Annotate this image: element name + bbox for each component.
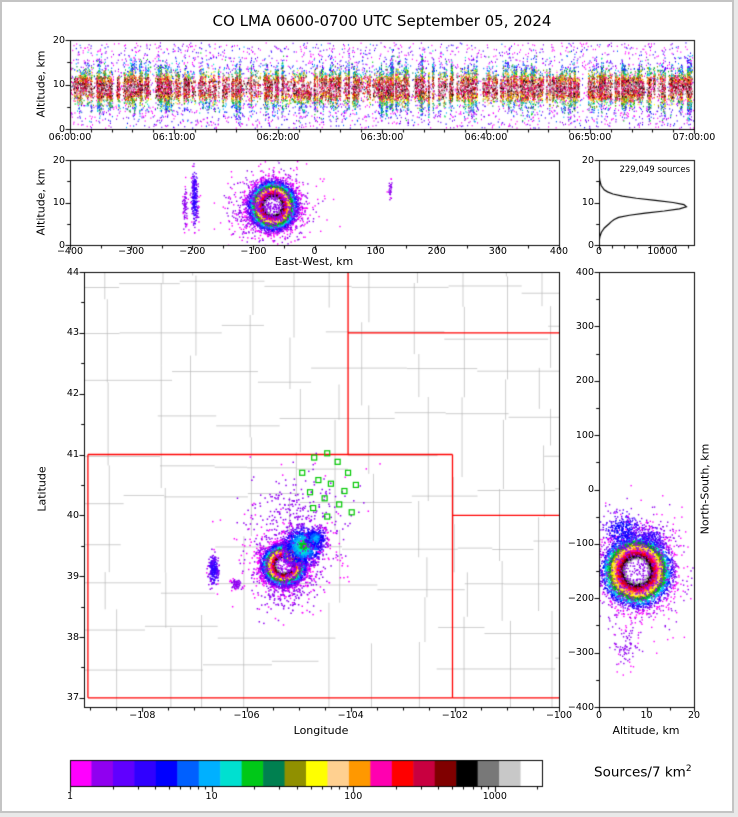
tick-label: 0 (58, 123, 65, 135)
altitude-histogram-canvas (587, 148, 706, 257)
tick-label: 20 (687, 710, 701, 721)
tick-label: −104 (337, 710, 364, 721)
tick-label: 400 (575, 266, 594, 278)
tick-label: −100 (545, 710, 573, 721)
tick-label: −400 (567, 701, 594, 713)
tick-label: −102 (441, 710, 468, 721)
ns-panel-xlabel: Altitude, km (612, 724, 680, 737)
ns-panel-right-ylabel: North-South, km (698, 443, 712, 535)
tick-label: 200 (575, 375, 594, 387)
tick-label: 20 (581, 154, 594, 166)
tick-label: 43 (66, 327, 79, 339)
map-xlabel: Longitude (293, 724, 349, 737)
tick-label: 10 (581, 197, 594, 208)
tick-label: 06:20:00 (256, 132, 300, 143)
tick-label: −200 (567, 592, 594, 604)
tick-label: 10 (52, 79, 65, 90)
tick-label: −200 (179, 246, 206, 257)
tick-label: 38 (66, 631, 79, 643)
tick-label: −300 (118, 246, 145, 257)
tick-label: 39 (66, 570, 79, 582)
ew-panel-xlabel: East-West, km (274, 255, 354, 268)
tick-label: 06:40:00 (464, 132, 508, 143)
tick-label: 300 (575, 320, 594, 332)
tick-label: 10 (205, 791, 218, 802)
tick-label: 40 (66, 509, 79, 521)
tick-label: 44 (66, 266, 79, 278)
tick-label: 06:30:00 (360, 132, 404, 143)
tick-label: 41 (66, 449, 79, 461)
tick-label: 10 (52, 197, 65, 208)
tick-label: 0 (595, 246, 603, 257)
tick-label: 0 (595, 710, 603, 721)
ew-panel-ylabel: Altitude, km (34, 168, 48, 236)
tick-label: 1000 (482, 791, 507, 802)
tick-label: 0 (311, 246, 318, 257)
tick-label: 400 (549, 246, 569, 257)
colorbar-label-sup: 2 (685, 764, 692, 774)
tick-label: −100 (567, 538, 594, 550)
colorbar-label: Sources/7 km2 (594, 764, 692, 781)
tick-label: 200 (427, 246, 446, 257)
tick-label: 07:00:00 (672, 132, 716, 143)
tick-label: 06:10:00 (152, 132, 196, 143)
tick-label: −300 (567, 647, 594, 659)
tick-label: 0 (58, 239, 65, 251)
tick-label: −100 (240, 246, 267, 257)
source-count-annotation: 229,049 sources (619, 165, 690, 175)
tick-label: 10 (640, 710, 653, 721)
colorbar-label-text: Sources/7 km (594, 764, 686, 781)
tick-label: 20 (52, 154, 65, 166)
map-ylabel: Latitude (35, 466, 49, 512)
plan-view-map-canvas (72, 260, 571, 719)
tick-label: −400 (56, 246, 84, 257)
time-height-canvas (58, 28, 706, 141)
tick-label: −106 (233, 710, 260, 721)
figure-title: CO LMA 0600-0700 UTC September 05, 2024 (212, 12, 552, 30)
tick-label: 100 (366, 246, 385, 257)
colorbar-canvas (58, 748, 554, 798)
tick-label: −108 (129, 710, 156, 721)
north-south-height-canvas (587, 260, 706, 719)
tick-label: 300 (488, 246, 507, 257)
tick-label: 0 (587, 239, 594, 251)
tick-label: 100 (575, 429, 594, 441)
tick-label: 20 (52, 34, 65, 46)
tick-label: 1 (66, 791, 74, 802)
tick-label: 0 (587, 484, 594, 495)
time-panel-ylabel: Altitude, km (34, 50, 48, 118)
tick-label: 100 (344, 791, 363, 802)
tick-label: 10000 (647, 246, 678, 257)
tick-label: 37 (66, 692, 79, 704)
tick-label: 06:00:00 (48, 132, 92, 143)
tick-label: 42 (66, 388, 79, 400)
east-west-height-canvas (58, 148, 571, 257)
tick-label: 06:50:00 (568, 132, 612, 143)
